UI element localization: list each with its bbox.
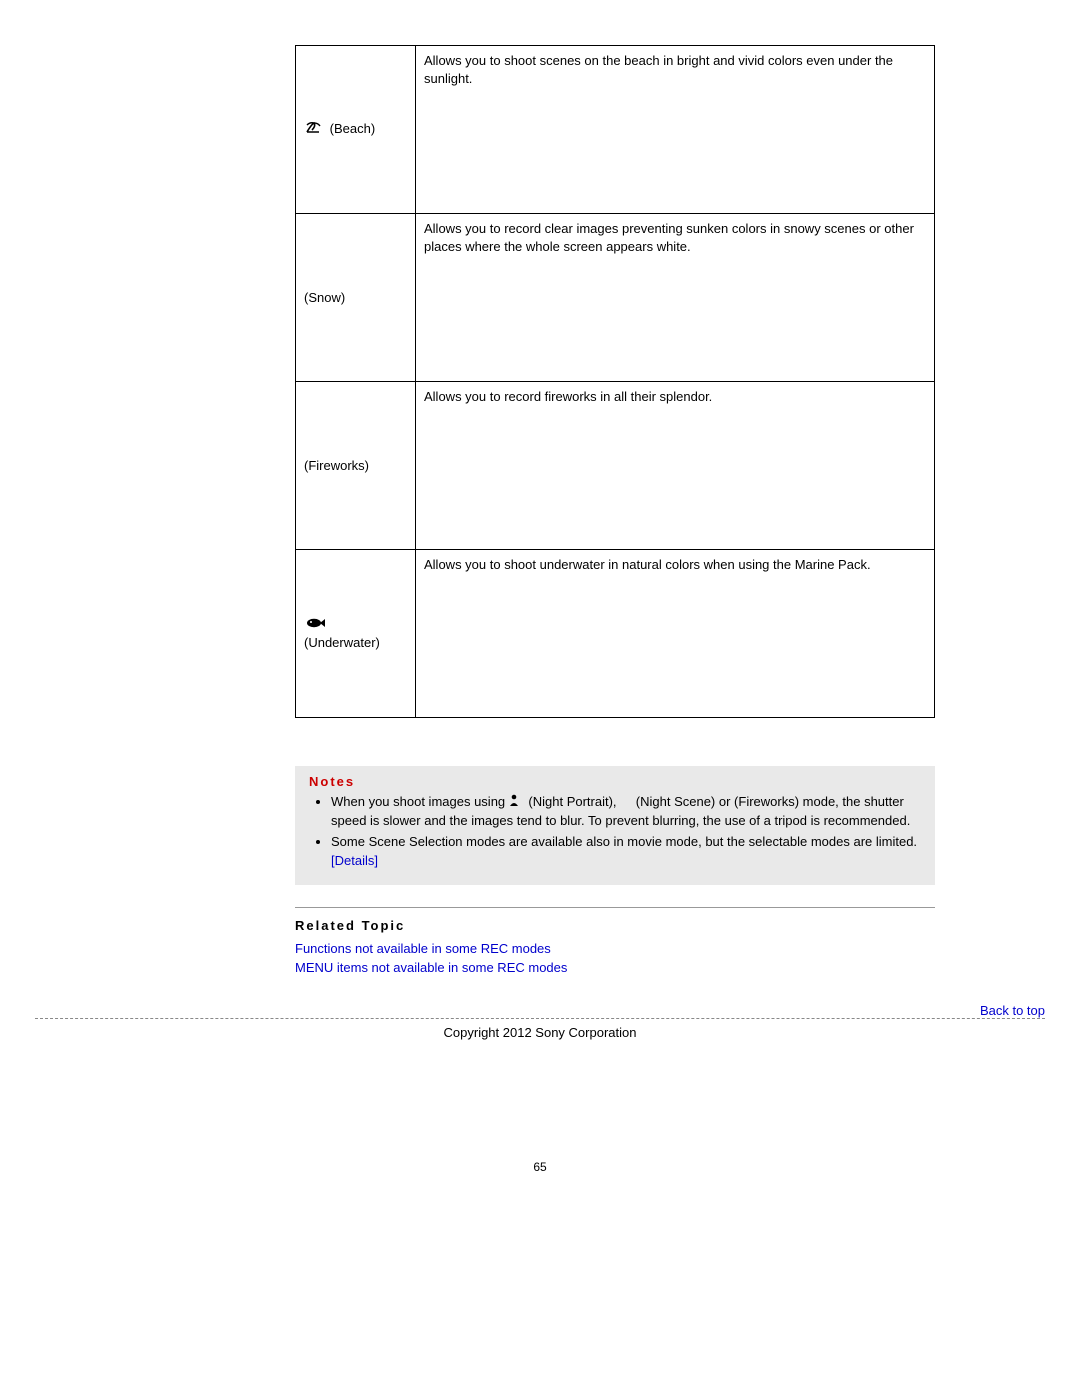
footer-divider: [35, 1018, 1045, 1019]
note-text: (Night Scene) or: [636, 794, 734, 809]
note-text: Some Scene Selection modes are available…: [331, 834, 917, 849]
night-portrait-icon: [509, 793, 525, 812]
main-content: (Beach) Allows you to shoot scenes on th…: [295, 45, 935, 978]
mode-description: Allows you to shoot scenes on the beach …: [416, 46, 935, 214]
mode-description: Allows you to record fireworks in all th…: [416, 382, 935, 550]
table-row: (Fireworks) Allows you to record firewor…: [296, 382, 935, 550]
scene-modes-table: (Beach) Allows you to shoot scenes on th…: [295, 45, 935, 718]
back-to-top-link[interactable]: Back to top: [980, 1003, 1045, 1018]
related-topic: Related Topic Functions not available in…: [295, 907, 935, 978]
notes-title: Notes: [309, 774, 921, 789]
notes-box: Notes When you shoot images using (Night…: [295, 766, 935, 885]
note-text: When you shoot images using: [331, 794, 509, 809]
mode-cell-beach: (Beach): [296, 46, 416, 214]
mode-description: Allows you to shoot underwater in natura…: [416, 550, 935, 718]
night-scene-icon: [620, 794, 632, 812]
mode-cell-fireworks: (Fireworks): [296, 382, 416, 550]
table-row: (Underwater) Allows you to shoot underwa…: [296, 550, 935, 718]
details-link[interactable]: [Details]: [331, 853, 378, 868]
table-row: (Snow) Allows you to record clear images…: [296, 214, 935, 382]
page: (Beach) Allows you to shoot scenes on th…: [0, 45, 1080, 1214]
mode-label: (Underwater): [304, 635, 380, 650]
mode-label: (Beach): [330, 121, 376, 136]
note-text: (Night Portrait),: [528, 794, 620, 809]
related-link[interactable]: Functions not available in some REC mode…: [295, 939, 935, 959]
copyright-text: Copyright 2012 Sony Corporation: [35, 1025, 1045, 1040]
mode-cell-underwater: (Underwater): [296, 550, 416, 718]
mode-label: (Snow): [304, 290, 345, 305]
related-title: Related Topic: [295, 918, 935, 933]
mode-description: Allows you to record clear images preven…: [416, 214, 935, 382]
table-row: (Beach) Allows you to shoot scenes on th…: [296, 46, 935, 214]
page-number: 65: [35, 1160, 1045, 1174]
related-link[interactable]: MENU items not available in some REC mod…: [295, 958, 935, 978]
mode-cell-snow: (Snow): [296, 214, 416, 382]
mode-label: (Fireworks): [304, 458, 369, 473]
notes-list: When you shoot images using (Night Portr…: [309, 793, 921, 870]
notes-item: Some Scene Selection modes are available…: [331, 833, 921, 869]
notes-item: When you shoot images using (Night Portr…: [331, 793, 921, 830]
underwater-icon: [304, 616, 326, 634]
beach-icon: [304, 120, 324, 139]
